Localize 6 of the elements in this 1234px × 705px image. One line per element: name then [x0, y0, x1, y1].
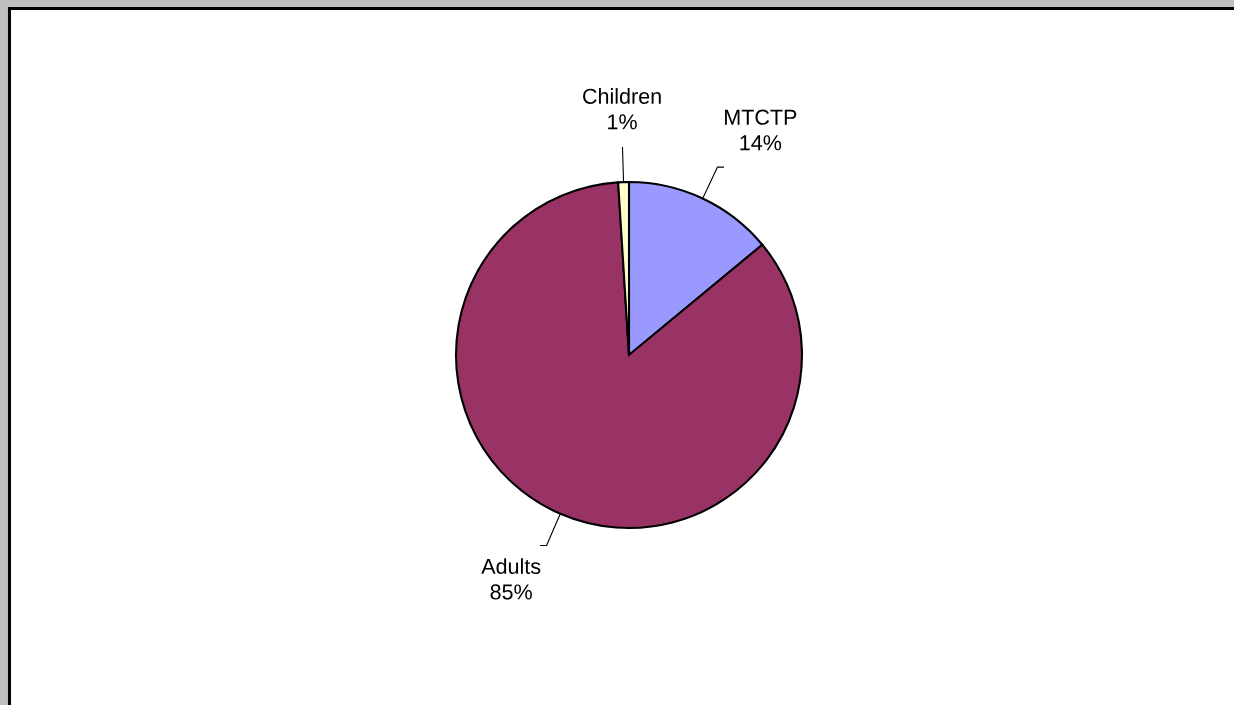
data-label: 1%: [608, 114, 637, 130]
data-label: 14%: [740, 135, 782, 151]
slice-label: Children: [583, 88, 661, 104]
slice-label: Adults: [481, 558, 541, 575]
data-label: 85%: [490, 584, 532, 600]
slice-label: MTCTP: [725, 109, 797, 125]
